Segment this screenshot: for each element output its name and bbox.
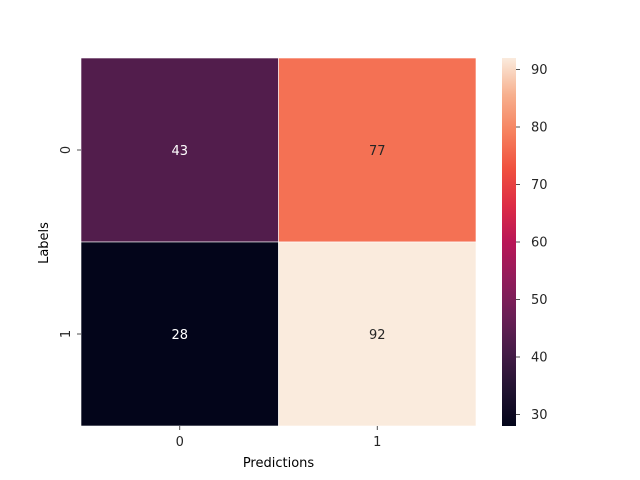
colorbar-tick-label: 40: [531, 351, 548, 366]
colorbar-tick-label: 80: [531, 121, 548, 136]
heatmap-cell: [278, 57, 477, 243]
cell-annotation: 28: [171, 328, 188, 343]
y-axis-ticks: 01: [59, 146, 81, 338]
heatmap-cells: [80, 57, 477, 427]
y-axis-label: Labels: [37, 222, 52, 264]
colorbar-tick-label: 90: [531, 63, 548, 78]
colorbar-tick-label: 70: [531, 178, 548, 193]
y-tick-label: 1: [59, 330, 74, 338]
heatmap-annotations: 43 77 28 92: [171, 144, 385, 343]
cell-annotation: 77: [369, 144, 386, 159]
x-tick-label: 0: [176, 435, 184, 450]
colorbar: [502, 58, 516, 426]
y-tick-label: 0: [59, 146, 74, 154]
colorbar-ticks: 30 40 50 60 70 80 90: [516, 63, 548, 423]
cell-annotation: 43: [171, 144, 188, 159]
heatmap-cell: [80, 57, 279, 243]
heatmap-cell: [278, 241, 477, 427]
colorbar-tick-label: 60: [531, 236, 548, 251]
x-axis-label: Predictions: [243, 456, 315, 471]
cell-annotation: 92: [369, 328, 386, 343]
x-tick-label: 1: [373, 435, 381, 450]
colorbar-tick-label: 50: [531, 293, 548, 308]
colorbar-tick-label: 30: [531, 408, 548, 423]
heatmap-cell: [80, 241, 279, 427]
